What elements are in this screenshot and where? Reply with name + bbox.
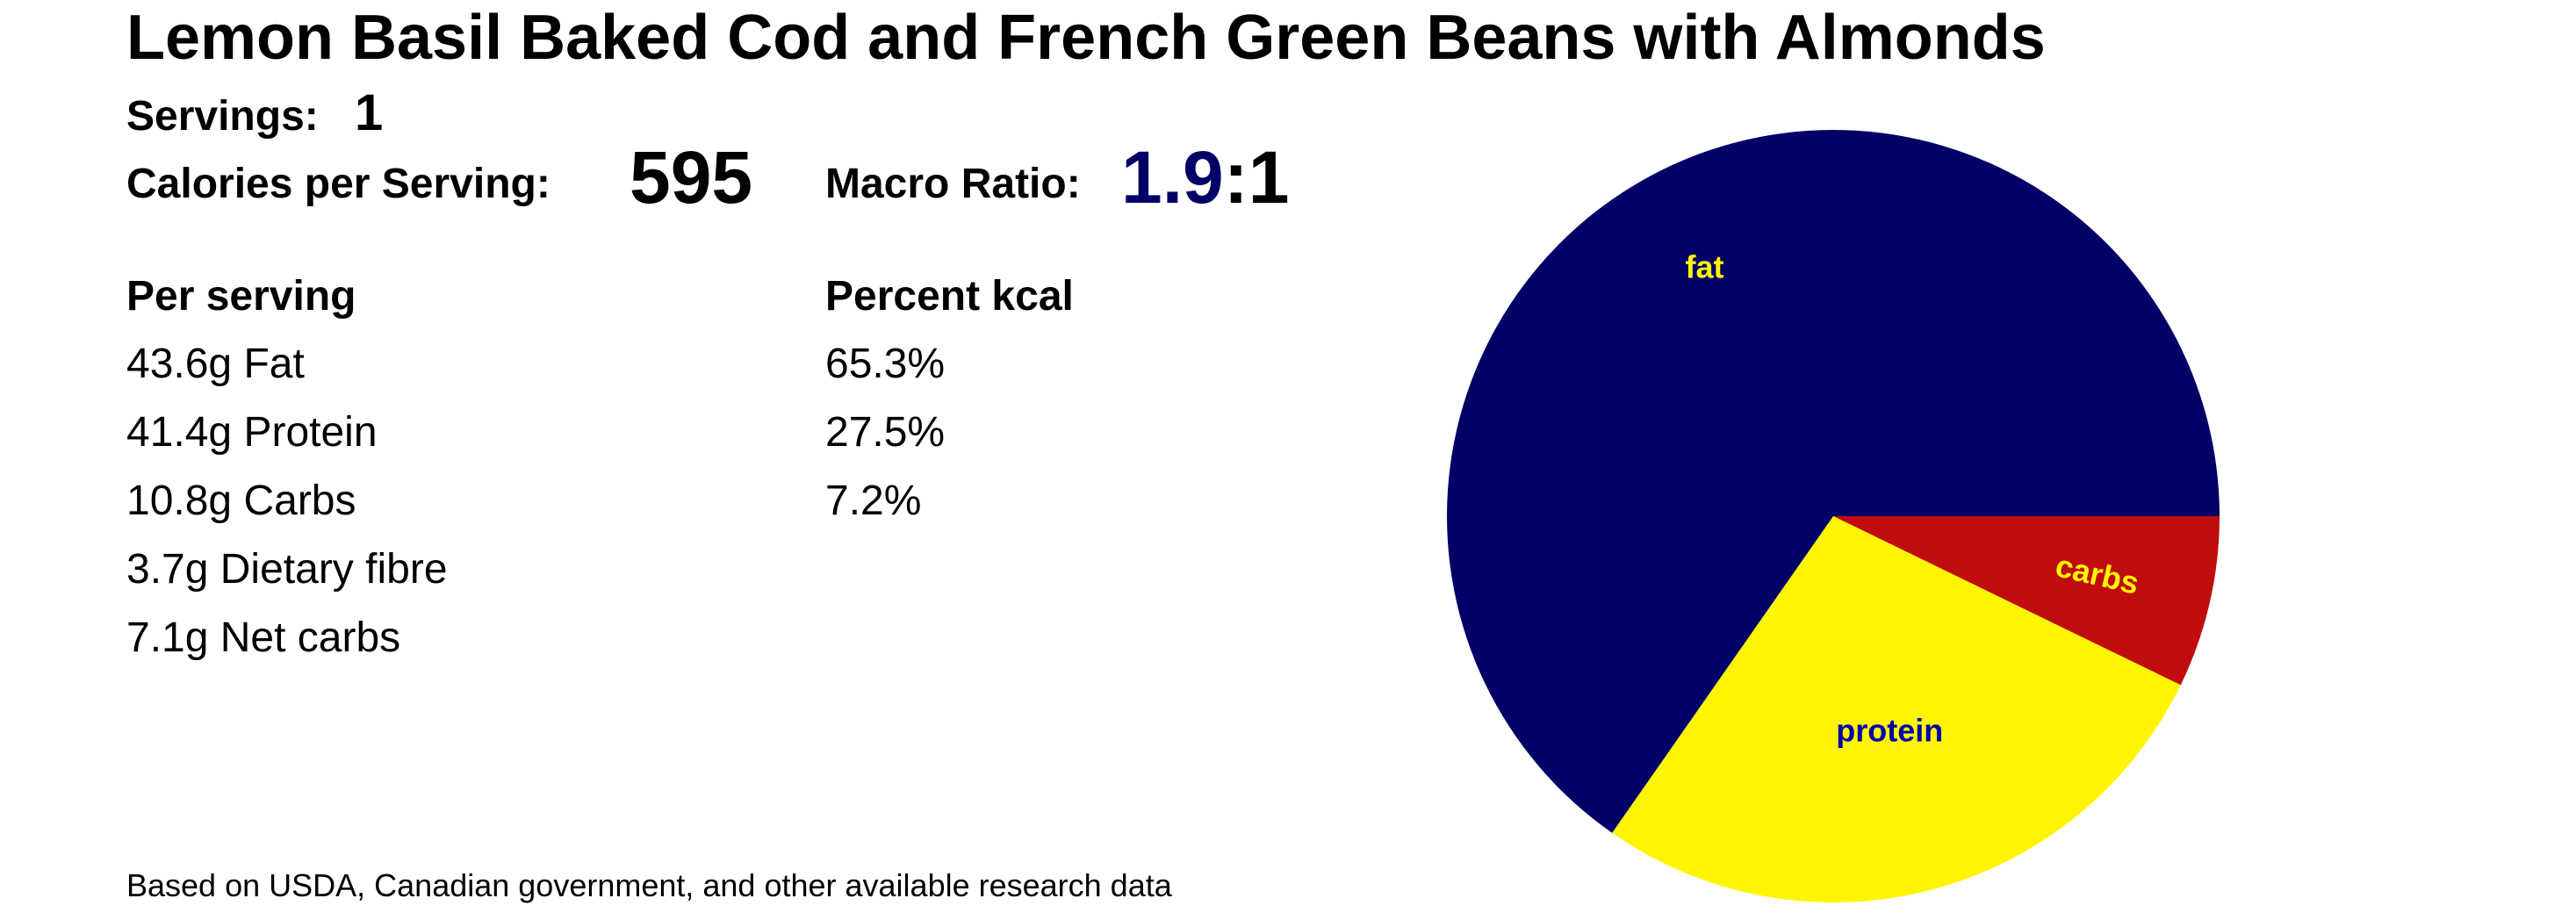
page-title: Lemon Basil Baked Cod and French Green B… [126,3,2046,73]
servings-value: 1 [355,84,384,141]
macro-ratio-separator: : [1223,136,1248,219]
pie-slice-protein [1612,516,2181,902]
percent-kcal-row-protein: 27.5% [825,409,946,456]
servings-label: Servings: [126,93,319,140]
pie-slice-carbs [1833,516,2220,686]
percent-kcal-row-carbs: 7.2% [825,478,922,524]
per-serving-row-protein: 41.4g Protein [126,409,378,456]
percent-kcal-row-fat: 65.3% [825,341,946,387]
macro-ratio-number: 1.9 [1121,136,1224,219]
percent-kcal-header: Percent kcal [825,273,1074,320]
macro-ratio-label: Macro Ratio: [825,161,1081,207]
pie-label-protein: protein [1836,712,1943,748]
per-serving-row-fat: 43.6g Fat [126,341,305,387]
per-serving-row-fibre: 3.7g Dietary fibre [126,546,448,593]
macro-ratio-suffix: 1 [1248,136,1290,219]
calories-label: Calories per Serving: [126,161,550,207]
footnote: Based on USDA, Canadian government, and … [126,867,1172,903]
per-serving-row-carbs: 10.8g Carbs [126,478,356,524]
pie-slice-fat [1446,129,2220,833]
per-serving-header: Per serving [126,273,356,320]
macro-ratio-value: 1.9:1 [1121,136,1289,219]
per-serving-row-net-carbs: 7.1g Net carbs [126,615,401,661]
calories-value: 595 [630,136,753,219]
pie-label-fat: fat [1686,249,1724,285]
